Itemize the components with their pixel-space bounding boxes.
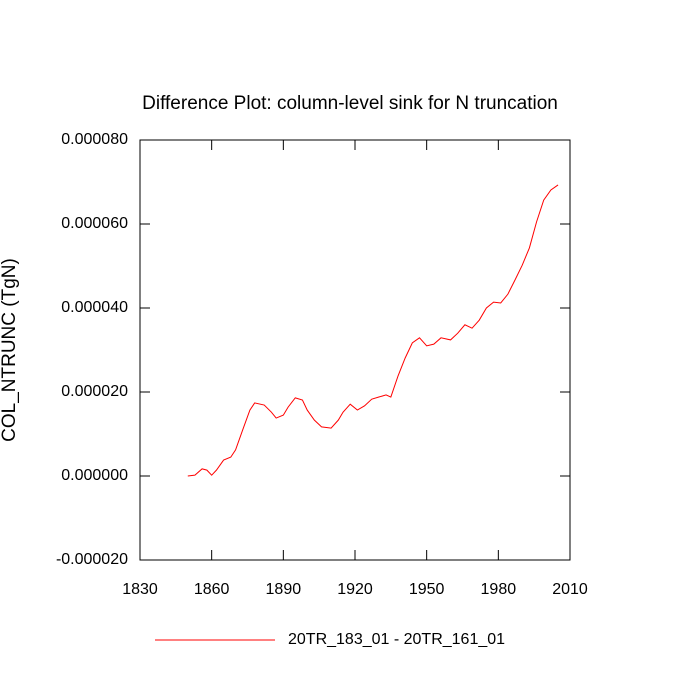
y-tick-label: 0.000020: [61, 383, 128, 400]
x-tick-label: 1830: [122, 581, 158, 598]
y-tick-label: 0.000080: [61, 131, 128, 148]
y-tick-label: 0.000060: [61, 215, 128, 232]
y-axis-label: COL_NTRUNC (TgN): [0, 258, 20, 442]
legend-label: 20TR_183_01 - 20TR_161_01: [288, 631, 505, 648]
x-tick-label: 1890: [266, 581, 302, 598]
x-tick-label: 1860: [194, 581, 230, 598]
plot-frame: [139, 139, 571, 561]
x-tick-label: 1980: [481, 581, 517, 598]
chart-title: Difference Plot: column-level sink for N…: [142, 93, 558, 114]
y-tick-label: -0.000020: [56, 551, 128, 568]
x-tick-label: 1950: [409, 581, 445, 598]
x-tick-label: 1920: [337, 581, 373, 598]
y-tick-label: 0.000000: [61, 467, 128, 484]
y-tick-label: 0.000040: [61, 299, 128, 316]
x-tick-label: 2010: [552, 581, 588, 598]
data-line: [187, 184, 559, 477]
